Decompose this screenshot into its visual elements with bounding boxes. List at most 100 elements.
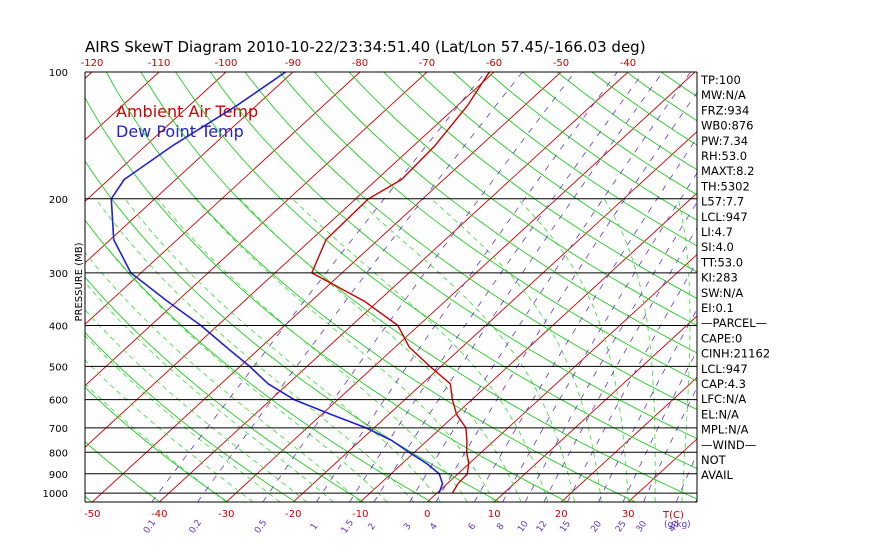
dry-adiabat (244, 72, 697, 411)
stability-index-item: CINH:21162 (701, 347, 770, 361)
legend-ambient-air-temp: Ambient Air Temp (116, 102, 258, 121)
bottom-temp-tick-label: -50 (84, 509, 100, 520)
legend-dew-point-temp: Dew Point Temp (116, 122, 244, 141)
dry-adiabat (209, 72, 697, 440)
stability-index-item: MPL:N/A (701, 423, 749, 437)
mixing-ratio-line (373, 72, 664, 502)
mixing-ratio-label: 20 (589, 519, 604, 534)
bottom-temp-tick-label: 20 (555, 509, 568, 520)
isotherm-line (292, 130, 697, 502)
stability-index-item: PW:7.34 (701, 134, 748, 148)
moist-adiabat (95, 198, 415, 502)
moist-adiabat (124, 198, 442, 502)
top-temp-tick-label: -60 (486, 58, 502, 69)
moist-adiabat (85, 219, 388, 502)
isotherm-line (762, 72, 870, 502)
moist-adiabat (677, 198, 691, 502)
stability-index-item: EL:N/A (701, 407, 739, 421)
top-temp-tick-label: -100 (215, 58, 238, 69)
pressure-tick-label: 300 (49, 269, 68, 280)
x-axis-title: T(C) (662, 510, 684, 521)
pressure-tick-label: 100 (49, 68, 68, 79)
top-temp-tick-label: -90 (285, 58, 301, 69)
moist-adiabat (85, 334, 281, 502)
pressure-tick-label: 700 (49, 424, 68, 435)
stability-index-item: SI:4.0 (701, 240, 734, 254)
mixing-ratio-label: 2 (367, 522, 378, 532)
plot-clipped (0, 72, 870, 502)
mixing-ratio-line (643, 386, 697, 502)
mixing-ratio-label: 10 (516, 519, 531, 534)
dry-adiabat (313, 72, 697, 354)
mixing-ratio-label: 12 (535, 519, 550, 534)
mixing-ratio-label: 25 (614, 519, 629, 534)
pressure-tick-label: 1000 (43, 489, 68, 500)
dry-adiabat (105, 72, 636, 502)
stability-index-item: MAXT:8.2 (701, 164, 754, 178)
stability-index-item: CAP:4.3 (701, 377, 746, 391)
isotherm-line (85, 72, 227, 202)
stability-index-item: AVAIL (701, 468, 734, 482)
isotherm-line (426, 253, 697, 502)
stability-index-item: TH:5302 (700, 179, 750, 193)
moist-adiabat (517, 198, 629, 502)
top-temp-tick-label: -40 (620, 58, 636, 69)
mixing-ratio-line (598, 308, 697, 502)
mixing-ratio-label: 0.1 (142, 518, 158, 535)
mixing-ratio-label: 30 (634, 519, 649, 534)
moist-adiabat (85, 281, 334, 502)
stability-index-item: LI:4.7 (701, 225, 733, 239)
dry-adiabat (660, 72, 697, 98)
moist-adiabat (85, 383, 227, 502)
mixing-ratio-unit: (g/kg) (664, 520, 691, 530)
mixing-ratio-label: 0.5 (253, 518, 269, 535)
bottom-temp-tick-label: -20 (285, 509, 301, 520)
bottom-temp-tick-label: -30 (218, 509, 234, 520)
stability-index-item: CAPE:0 (701, 331, 742, 345)
stability-index-item: KI:283 (701, 271, 738, 285)
dry-adiabat (383, 72, 697, 300)
isotherm-line (493, 315, 697, 502)
isotherm-line (0, 72, 25, 502)
isotherm-line (85, 72, 294, 264)
bottom-temp-tick-label: 0 (424, 509, 430, 520)
bottom-temp-tick-label: -40 (151, 509, 167, 520)
top-temp-tick-label: -110 (148, 58, 171, 69)
stability-index-item: —PARCEL— (701, 316, 767, 330)
stability-index-item: RH:53.0 (701, 149, 747, 163)
isotherm-line (91, 72, 562, 502)
mixing-ratio-line (622, 349, 697, 502)
top-temp-tick-label: -50 (553, 58, 569, 69)
isotherm-line (225, 72, 696, 502)
dry-adiabat (85, 160, 500, 502)
stability-index-item: —WIND— (701, 438, 756, 452)
mixing-ratio-label: 8 (495, 521, 507, 532)
mixing-ratio-label: 3 (402, 522, 413, 532)
mixing-ratio-label: 6 (467, 521, 479, 532)
ambient-air-temp-line (311, 72, 490, 494)
stability-index-item: TT:53.0 (700, 255, 743, 269)
y-axis-title: PRESSURE (MB) (74, 242, 85, 321)
dry-adiabat (452, 72, 697, 247)
dry-adiabat (835, 72, 870, 502)
stability-index-item: L57:7.7 (701, 195, 744, 209)
top-temp-tick-label: -80 (352, 58, 368, 69)
bottom-temp-tick-label: 30 (622, 509, 635, 520)
dry-adiabat (85, 276, 364, 502)
mixing-ratio-label: 4 (429, 521, 441, 532)
moist-adiabat (85, 252, 361, 502)
moist-adiabat (430, 198, 602, 502)
dry-adiabat (348, 72, 697, 327)
isotherm-line (85, 72, 495, 448)
top-temp-tick-label: -70 (419, 58, 435, 69)
pressure-tick-label: 600 (49, 396, 68, 407)
pressure-tick-label: 500 (49, 362, 68, 373)
moist-adiabat (85, 359, 254, 502)
mixing-ratio-label: 0.2 (188, 518, 204, 535)
dry-adiabat (85, 441, 161, 502)
stability-index-item: LCL:947 (701, 210, 748, 224)
mixing-ratio-label: 15 (558, 519, 573, 534)
isotherm-line (829, 72, 870, 502)
